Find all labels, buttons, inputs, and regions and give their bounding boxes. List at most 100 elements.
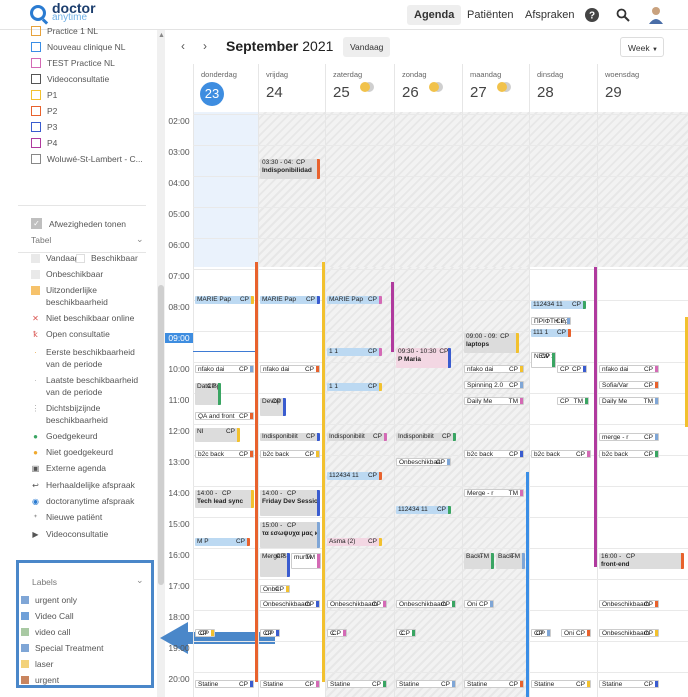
calendar-event[interactable]: 112434 11 CP [531,301,586,309]
calendar-event[interactable]: Back- TM [464,553,494,569]
calendar-event[interactable]: CP CP [557,365,587,373]
calendar-event[interactable]: Asma (2) CP [327,538,382,546]
search-icon[interactable] [614,6,632,24]
calendar-event[interactable]: Back- TM [496,553,525,569]
location-item[interactable]: P3 [31,120,57,134]
calendar-event[interactable]: Onbeschikbaa CP [396,458,451,466]
calendar-event[interactable]: 14:00 - CP Friday Dev Sessions [260,490,320,516]
nav-appointments[interactable]: Afspraken [525,9,575,21]
calendar-event[interactable]: Statine CP [531,680,591,688]
calendar-event[interactable]: Oni CP [561,629,591,637]
calendar-event[interactable]: Onbe CP [260,585,290,593]
location-item[interactable]: P4 [31,136,57,150]
calendar-event[interactable]: 09:00 - 09: CP laptops [464,333,519,353]
day-header[interactable]: vrijdag 24 [258,64,325,112]
logo[interactable]: doctor anytime [30,1,96,23]
location-item[interactable]: TEST Practice NL [31,56,115,70]
checkbox-icon[interactable] [31,90,41,100]
label-item[interactable]: urgent [21,675,59,685]
calendar-event[interactable]: 14:00 - CP Tech lead sync [195,490,254,508]
calendar-event[interactable]: Daily Me TM [599,397,659,405]
absences-toggle[interactable]: ✓ Afwezigheden tonen [31,218,126,229]
calendar-event[interactable]: Statine CP [327,680,387,688]
calendar-event[interactable]: CP CP [531,629,551,637]
calendar-event[interactable]: ΠΡΙΦΤΗ Εριϊ CP [531,317,571,325]
user-avatar-icon[interactable] [647,6,665,24]
calendar-event[interactable]: Onbeschikbaarh CP [396,600,456,608]
nav-agenda[interactable]: Agenda [407,5,462,25]
calendar-event[interactable]: Devop CP [260,398,286,416]
calendar-event[interactable]: C CP [327,629,347,637]
calendar-event[interactable]: 112434 11 CP [396,506,451,514]
label-item[interactable]: Special Treatment [21,643,104,653]
calendar-event[interactable]: MARIE Pap CP [260,296,320,304]
calendar-event[interactable]: Indisponibilit CP [260,433,320,441]
calendar-event[interactable]: 15:00 - CP τα εσωψυχα μας κα [260,522,320,548]
calendar-event[interactable]: CP CP [195,629,215,637]
calendar-event[interactable]: Data SprintCP [195,383,221,405]
day-column[interactable] [193,112,258,697]
location-item[interactable]: Woluwé-St-Lambert - C... [31,152,143,166]
calendar-event[interactable]: Statine CP [260,680,320,688]
calendar-event[interactable]: MARIE Pap CP [195,296,254,304]
calendar-event[interactable]: merge - r CP [599,433,659,441]
calendar-event[interactable]: b2c back CP [531,450,591,458]
calendar-event[interactable]: CP TM [557,397,589,405]
calendar-event[interactable]: CP CP [260,629,280,637]
calendar-event[interactable]: NEW 1 CP [531,352,556,368]
calendar-event[interactable]: Onbeschikbaarh CP [260,600,320,608]
day-column[interactable] [394,112,462,697]
day-header[interactable]: zondag 26 [394,64,462,112]
calendar-event[interactable]: Statine CP [599,680,659,688]
checkbox-icon[interactable] [31,138,41,148]
day-column[interactable] [325,112,394,697]
calendar-event[interactable]: b2c back CP [464,450,524,458]
chevron-down-icon[interactable]: ⌄ [136,575,144,585]
calendar-event[interactable]: 16:00 - CP front-end [599,553,684,569]
prev-week-icon[interactable]: ‹ [181,39,185,53]
label-item[interactable]: urgent only [21,595,77,605]
calendar-event[interactable]: nfako dai CP [599,365,659,373]
calendar-event[interactable]: 1 1 CP [327,383,382,391]
calendar-event[interactable]: Indisponibilit CP [327,433,387,441]
calendar-event[interactable]: Onbeschikbaarh CP [599,629,659,637]
calendar-event[interactable]: 03:30 - 04: CP Indisponibilidad [260,159,320,179]
calendar-event[interactable]: Onbeschikbaarh CP [599,600,659,608]
next-week-icon[interactable]: › [203,39,207,53]
calendar-event[interactable]: nfako dai CP [260,365,320,373]
day-header[interactable]: dinsdag 28 [529,64,597,112]
location-item[interactable]: Nouveau clinique NL [31,40,125,54]
label-item[interactable]: laser [21,659,53,669]
calendar-event[interactable]: Statine CP [396,680,456,688]
day-header[interactable]: donderdag 23 [193,64,258,112]
sidebar-scroll-thumb[interactable] [158,285,164,585]
day-header[interactable]: woensdag 29 [597,64,688,112]
day-column[interactable] [597,112,688,697]
calendar-event[interactable]: 09:30 - 10:30 CP P Maria [396,348,451,368]
location-item[interactable]: Videoconsultatie [31,72,109,86]
calendar-event[interactable]: Sofia/Var CP [599,381,659,389]
checkbox-icon[interactable] [31,106,41,116]
location-item[interactable]: Practice 1 NL [31,24,98,38]
calendar-event[interactable]: b2c back CP [195,450,254,458]
label-item[interactable]: video call [21,627,70,637]
calendar-event[interactable]: Indisponibilit CP [396,433,456,441]
label-item[interactable]: Video Call [21,611,74,621]
calendar-event[interactable]: murtw TM [291,553,321,569]
calendar-event[interactable]: MARIE Pap CP [327,296,382,304]
calendar-event[interactable]: Merge - r TM [464,489,524,497]
calendar-event[interactable]: C CP [396,629,416,637]
calendar-event[interactable]: b2c back CP [260,450,320,458]
calendar-event[interactable]: Daily Me TM [464,397,524,405]
help-icon[interactable]: ? [583,6,601,24]
nav-patients[interactable]: Patiënten [467,9,514,21]
calendar-event[interactable]: Statine CP [464,680,524,688]
calendar-event[interactable]: M P CP [195,538,250,546]
location-item[interactable]: P1 [31,88,57,102]
checkbox-icon[interactable] [31,26,41,36]
calendar-event[interactable]: Oni CP [464,600,494,608]
day-header[interactable]: maandag 27 [462,64,529,112]
calendar-event[interactable]: QA and front CP [195,412,254,420]
calendar-event[interactable]: b2c back CP [599,450,659,458]
calendar-event[interactable]: Merge SprintCP [260,553,290,577]
